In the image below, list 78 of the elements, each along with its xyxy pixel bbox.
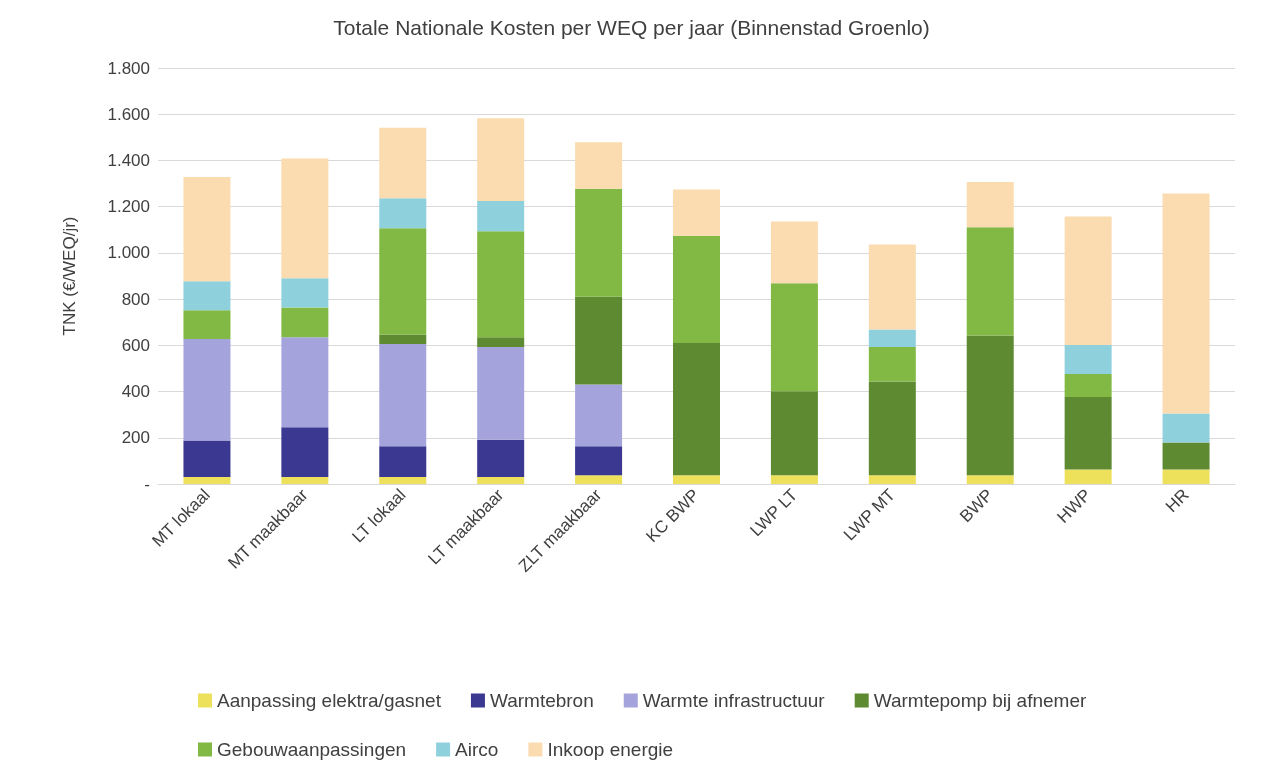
bar xyxy=(770,221,818,284)
y-tick-label: 1.800 xyxy=(107,58,150,78)
bar xyxy=(966,181,1014,228)
bar xyxy=(281,477,329,484)
bar xyxy=(1064,216,1112,346)
bar xyxy=(673,343,720,476)
bar xyxy=(575,142,623,189)
bar xyxy=(575,188,623,297)
y-tick-label: 1.400 xyxy=(107,150,150,170)
bar xyxy=(868,475,916,484)
legend-label: Warmte infrastructuur xyxy=(642,690,826,711)
bar xyxy=(183,281,231,311)
bar xyxy=(379,334,427,344)
bar xyxy=(183,177,231,282)
y-tick-label: 1.600 xyxy=(107,104,150,124)
y-axis-title: TNK (€/WEQ/jr) xyxy=(60,216,79,336)
bar xyxy=(379,228,427,335)
bar xyxy=(281,427,329,478)
bar xyxy=(868,329,916,347)
bar xyxy=(379,343,427,447)
bar xyxy=(770,283,818,392)
legend-label: Inkoop energie xyxy=(547,739,674,760)
bar xyxy=(770,475,818,484)
y-tick-label: 200 xyxy=(121,428,150,448)
bar xyxy=(281,278,329,308)
bar xyxy=(379,198,427,229)
bar xyxy=(477,201,525,232)
legend-label: Warmtepomp bij afnemer xyxy=(873,690,1087,711)
bar xyxy=(1064,345,1112,374)
y-tick-label: 400 xyxy=(121,382,150,402)
bar xyxy=(281,307,329,338)
bar xyxy=(183,310,231,340)
bar xyxy=(868,381,916,476)
y-tick-label: 1.200 xyxy=(107,197,150,217)
bar xyxy=(575,446,623,476)
bar xyxy=(966,227,1014,336)
bar xyxy=(477,337,525,347)
bar xyxy=(183,339,231,441)
bar xyxy=(183,477,231,484)
bar xyxy=(575,475,623,484)
y-tick-label: - xyxy=(144,474,150,494)
bar xyxy=(1162,469,1210,484)
bar xyxy=(477,477,525,484)
bar xyxy=(183,440,231,478)
legend-label: Gebouwaanpassingen xyxy=(217,739,407,760)
bar xyxy=(1064,397,1112,470)
bar xyxy=(673,475,720,484)
bar xyxy=(477,231,525,338)
bar xyxy=(966,335,1014,476)
bar xyxy=(770,391,818,476)
bar xyxy=(1162,193,1210,414)
y-tick-label: 600 xyxy=(121,335,150,355)
bar xyxy=(1064,469,1112,484)
bar xyxy=(1162,442,1210,470)
bar xyxy=(281,337,329,428)
legend-label: Warmtebron xyxy=(489,690,594,711)
bar xyxy=(379,446,427,478)
bar xyxy=(575,296,623,385)
legend-label: Aanpassing elektra/gasnet xyxy=(217,690,442,711)
bar xyxy=(477,346,525,440)
bar xyxy=(966,475,1014,484)
bar xyxy=(379,127,427,199)
bar xyxy=(379,477,427,484)
bar xyxy=(575,384,623,447)
bar xyxy=(1162,413,1210,443)
bar xyxy=(477,118,525,202)
chart-title: Totale Nationale Kosten per WEQ per jaar (Binnenstad Groenlo) xyxy=(333,16,930,39)
legend-label: Airco xyxy=(455,739,499,760)
bar xyxy=(868,244,916,330)
y-tick-label: 1.000 xyxy=(107,243,150,263)
bar xyxy=(673,235,720,344)
x-tick-label: HR xyxy=(1161,485,1193,517)
bar xyxy=(673,189,720,236)
bar xyxy=(281,158,329,279)
y-tick-label: 800 xyxy=(121,289,150,309)
bar xyxy=(868,346,916,382)
bar xyxy=(1064,373,1112,398)
bar xyxy=(477,439,525,478)
